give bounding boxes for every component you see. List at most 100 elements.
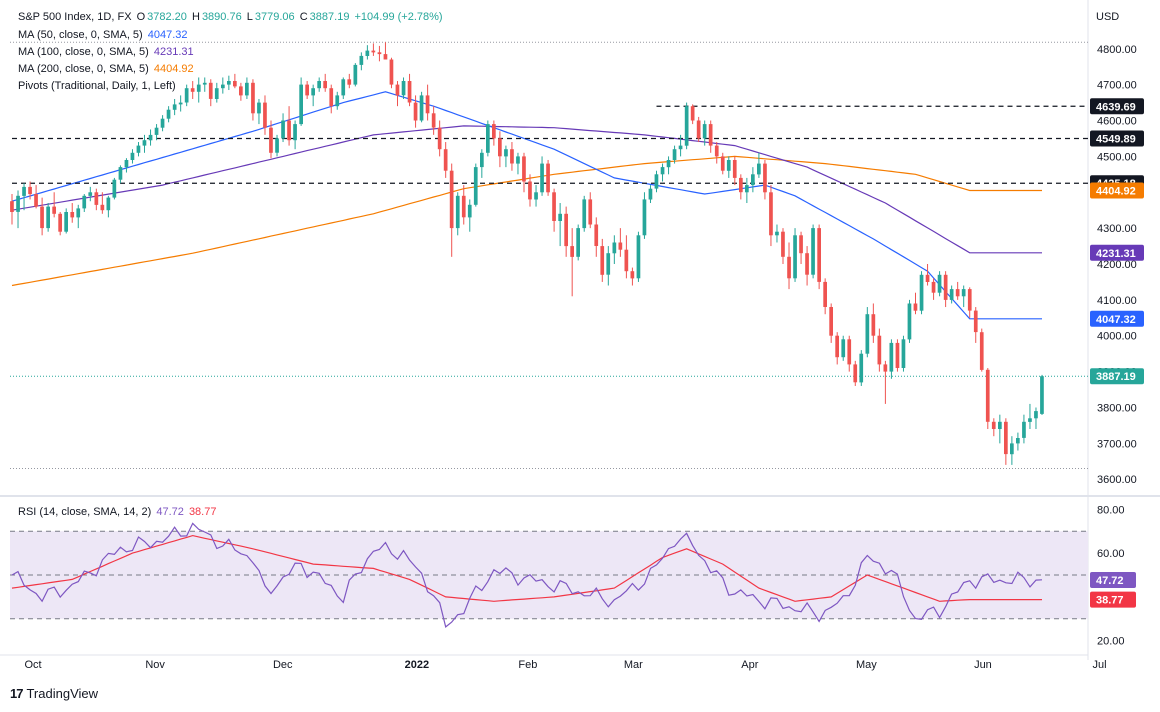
candle-body [624,249,629,272]
candle-body [690,106,695,121]
candle-body [636,235,641,279]
candle-body [853,364,858,383]
candle-body [612,242,617,254]
candle-body [486,124,490,153]
candle-body [371,50,376,53]
candle-body [540,163,544,193]
price-tick-label: 4500.00 [1097,151,1137,163]
candle-body [118,167,123,180]
candle-body [1022,421,1026,438]
candle-body [58,213,62,232]
candle-body [961,289,966,297]
tradingview-brand[interactable]: 17 TradingView [10,686,98,701]
candle-body [588,199,593,225]
candle-body [594,224,599,246]
ma100-value: 4231.31 [153,46,194,58]
candle-body [654,174,659,189]
candle-body [781,231,785,257]
candle-body [967,289,972,311]
price-tag [1090,130,1144,147]
rsi-tag [1090,571,1136,588]
time-tick-label: Apr [741,659,758,671]
candle-body [1004,421,1008,455]
candle-body [793,235,797,279]
candle-body [937,274,942,293]
candle-body [558,213,562,221]
price-tag [1090,368,1144,385]
candle-body [347,79,352,85]
candle-body [841,339,846,358]
candle-body [106,197,111,211]
time-tick-label: Feb [518,659,537,671]
candle-body [407,81,412,103]
candle-body [299,84,303,125]
candle-body [949,289,954,300]
time-tick-label: Jun [974,659,992,671]
candle-body [600,246,605,275]
candle-body [817,228,821,282]
candle-body [702,124,707,139]
candle-body [739,177,743,193]
candle-body [534,192,538,200]
candle-body [829,307,833,336]
candle-body [154,127,159,135]
candle-body [570,246,574,257]
candle-body [480,152,484,168]
candle-body [401,81,406,96]
price-tick-label: 4000.00 [1097,331,1137,343]
candle-body [889,342,894,372]
candle-body [666,160,671,168]
ma50-line [11,91,1042,320]
price-tag-label: 4047.32 [1096,314,1136,326]
candle-body [287,120,291,141]
candle-body [317,81,321,89]
price-tick-label: 4600.00 [1097,116,1137,128]
tradingview-name: TradingView [26,686,99,701]
rsi-legend[interactable]: RSI (14, close, SMA, 14, 2) 47.72 38.77 [18,505,218,519]
candle-body [528,181,532,200]
candle-body [564,213,568,247]
candle-body [112,179,117,198]
candle-body [901,339,906,368]
candle-body [1010,443,1014,455]
candle-body [383,54,388,60]
ma100-legend[interactable]: MA (100, close, 0, SMA, 5) 4231.31 [18,45,196,59]
price-tick-label: 4300.00 [1097,223,1137,235]
pivots-legend[interactable]: Pivots (Traditional, Daily, 1, Left) [18,79,178,93]
price-tag-label: 4404.92 [1096,185,1136,197]
time-tick-label: Oct [24,659,41,671]
candle-body [136,145,141,153]
candle-body [552,192,556,221]
candle-body [787,256,791,279]
candle-body [751,174,755,186]
candle-body [998,421,1002,429]
candle-body [467,204,472,218]
high-value: 3890.76 [201,11,242,23]
candle-body [1016,438,1020,444]
candle-body [678,145,683,150]
rsi-label: RSI (14, close, SMA, 14, 2) [18,506,152,518]
price-tag-label: 4549.89 [1096,133,1136,145]
candle-body [516,156,520,164]
currency-label: USD [1096,11,1120,23]
candle-body [82,195,87,209]
candle-body [10,201,14,212]
candle-body [925,274,930,282]
price-tag-label: 4639.69 [1096,101,1136,113]
candle-body [389,59,394,85]
candle-body [606,253,611,275]
candle-body [672,149,677,160]
candle-body [88,192,93,196]
price-tick-label: 4800.00 [1097,44,1137,56]
candle-body [28,186,32,195]
candle-body [257,102,261,114]
candle-body [16,195,20,212]
ma200-legend[interactable]: MA (200, close, 0, SMA, 5) 4404.92 [18,62,196,76]
price-legend: S&P 500 Index, 1D, FX O 3782.20 H 3890.76 … [18,10,445,24]
ma50-legend[interactable]: MA (50, close, 0, SMA, 5) 4047.32 [18,28,190,42]
candle-body [907,303,912,340]
candle-body [630,271,635,279]
candle-body [546,163,550,193]
price-tick-label: 4700.00 [1097,80,1137,92]
